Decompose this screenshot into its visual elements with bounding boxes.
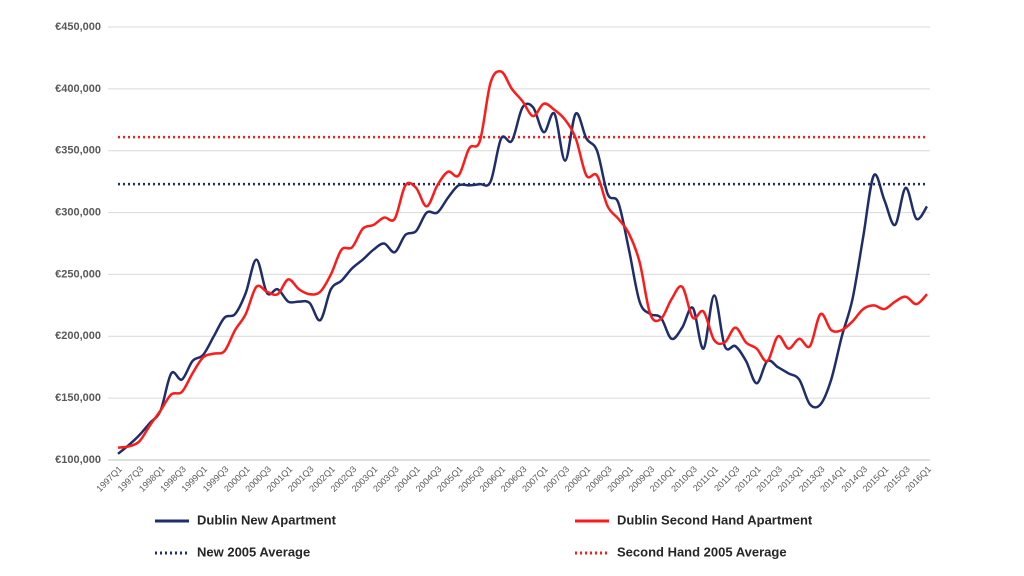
y-tick-label: €400,000 bbox=[55, 83, 101, 95]
y-tick-label: €100,000 bbox=[55, 454, 101, 466]
series-line bbox=[117, 102, 929, 455]
legend-label: Second Hand 2005 Average bbox=[617, 544, 787, 559]
y-tick-label: €150,000 bbox=[55, 392, 101, 404]
y-tick-label: €300,000 bbox=[55, 206, 101, 218]
y-tick-label: €450,000 bbox=[55, 21, 101, 33]
y-tick-label: €200,000 bbox=[55, 330, 101, 342]
series-line bbox=[117, 69, 928, 449]
legend-label: Dublin Second Hand Apartment bbox=[617, 512, 813, 527]
y-tick-label: €350,000 bbox=[55, 145, 101, 157]
y-tick-label: €250,000 bbox=[55, 268, 101, 280]
legend-label: New 2005 Average bbox=[197, 544, 310, 559]
legend-label: Dublin New Apartment bbox=[197, 512, 337, 527]
